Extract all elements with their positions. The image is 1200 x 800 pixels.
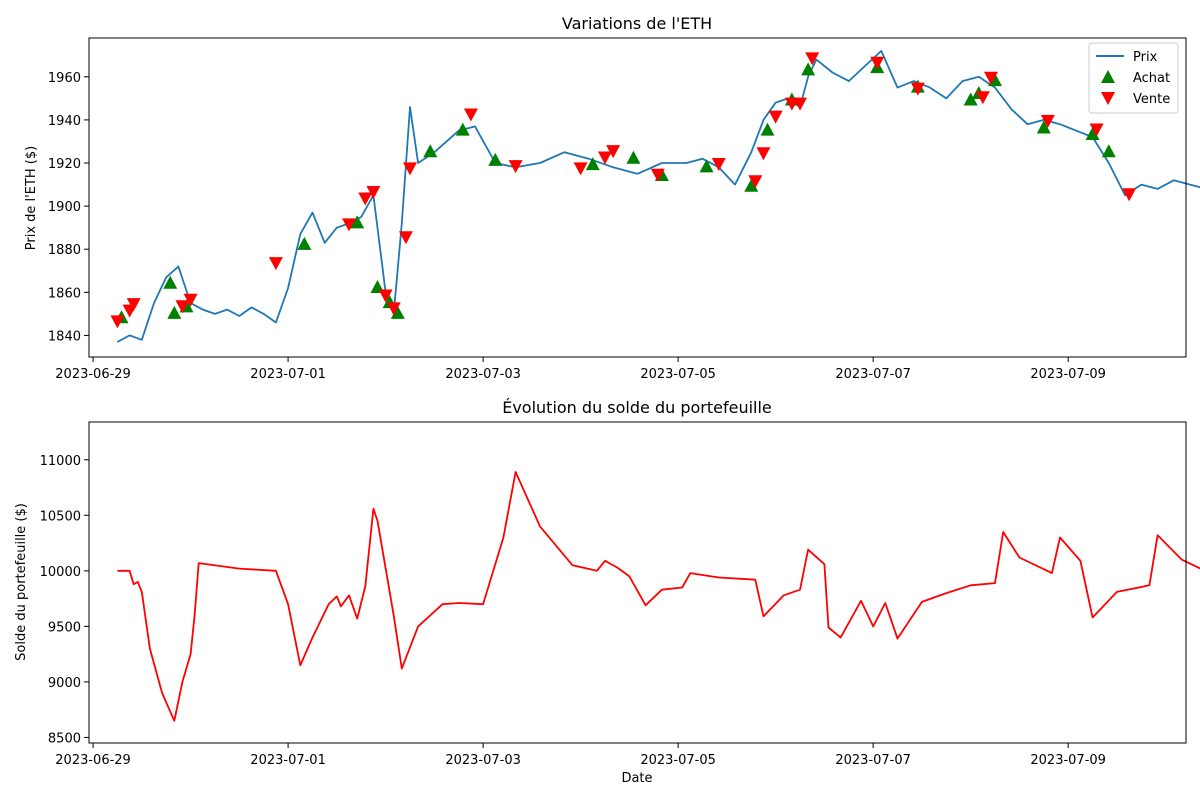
sell-marker	[1089, 123, 1104, 137]
buy-marker	[744, 178, 759, 192]
buy-marker	[1101, 144, 1116, 158]
sell-marker	[597, 151, 612, 165]
price-x-tick-label: 2023-06-29	[55, 367, 131, 382]
sell-marker	[711, 158, 726, 172]
sell-marker	[175, 300, 190, 314]
sell-marker	[386, 302, 401, 316]
balance-x-tick-label: 2023-06-29	[55, 753, 131, 768]
buy-marker	[350, 215, 365, 229]
sell-marker	[463, 108, 478, 122]
buy-marker	[488, 152, 503, 166]
buy-marker	[699, 159, 714, 173]
balance-y-tick-label: 9500	[48, 620, 81, 635]
sell-marker	[342, 218, 357, 232]
price-y-tick-label: 1860	[48, 286, 81, 301]
balance-x-tick-label: 2023-07-05	[640, 753, 716, 768]
price-x-tick-label: 2023-07-09	[1030, 367, 1106, 382]
legend-buy-label: Achat	[1133, 71, 1170, 86]
buy-marker	[1036, 120, 1051, 134]
buy-marker	[1085, 126, 1100, 140]
balance-x-axis-label: Date	[621, 771, 652, 786]
sell-marker	[748, 175, 763, 189]
sell-marker	[366, 186, 381, 200]
sell-marker	[793, 97, 808, 111]
sell-marker	[768, 110, 783, 124]
balance-x-tick-label: 2023-07-07	[835, 753, 911, 768]
balance-y-axis-label: Solde du portefeuille ($)	[14, 503, 29, 661]
buy-marker	[585, 157, 600, 171]
legend-sell-label: Vente	[1133, 92, 1170, 107]
balance-y-tick-label: 10500	[40, 509, 81, 524]
buy-marker	[801, 62, 816, 76]
buy-marker	[167, 305, 182, 319]
price-y-axis-label: Prix de l'ETH ($)	[24, 146, 39, 250]
price-chart-title: Variations de l'ETH	[562, 14, 712, 33]
sell-marker	[756, 147, 771, 161]
legend-buy-swatch	[1101, 70, 1115, 83]
buy-marker	[390, 305, 405, 319]
sell-marker	[378, 289, 393, 303]
sell-marker	[398, 231, 413, 245]
balance-plot-area	[117, 471, 1200, 722]
balance-y-tick-label: 11000	[40, 454, 81, 469]
buy-marker	[423, 144, 438, 158]
price-x-tick-label: 2023-07-01	[250, 367, 326, 382]
sell-marker	[606, 145, 621, 159]
buy-marker	[297, 236, 312, 250]
balance-y-ticks: 8500 9000 9500 10000 10500 11000	[40, 454, 89, 746]
price-y-tick-label: 1880	[48, 243, 81, 258]
sell-marker	[573, 162, 588, 176]
sell-marker	[1040, 114, 1055, 128]
sell-marker	[870, 56, 885, 70]
price-y-ticks: 1840 1860 1880 1900 1920 1940 1960	[48, 71, 89, 344]
price-chart: Variations de l'ETH Prix de l'ETH ($) 20…	[24, 14, 1200, 382]
sell-marker	[183, 293, 198, 307]
legend: Prix Achat Vente	[1088, 42, 1179, 114]
sell-marker	[983, 71, 998, 85]
sell-marker	[268, 257, 283, 271]
balance-series-line	[117, 471, 1200, 722]
price-plot-frame	[88, 37, 1187, 358]
price-x-tick-label: 2023-07-03	[445, 367, 521, 382]
price-y-tick-label: 1900	[48, 200, 81, 215]
sell-marker	[975, 91, 990, 105]
sell-marker	[805, 52, 820, 66]
balance-plot-frame	[88, 421, 1187, 744]
price-series-line	[116, 50, 1200, 343]
price-y-tick-label: 1920	[48, 157, 81, 172]
sell-marker	[650, 168, 665, 182]
balance-chart-title: Évolution du solde du portefeuille	[502, 398, 772, 417]
balance-x-tick-label: 2023-07-01	[250, 753, 326, 768]
price-x-tick-label: 2023-07-07	[835, 367, 911, 382]
sell-marker	[402, 162, 417, 176]
balance-x-tick-label: 2023-07-09	[1030, 753, 1106, 768]
price-y-tick-label: 1840	[48, 329, 81, 344]
price-plot-area	[110, 50, 1200, 343]
legend-sell-swatch	[1101, 92, 1115, 105]
buy-marker	[455, 122, 470, 136]
sell-marker	[508, 160, 523, 174]
balance-chart: Évolution du solde du portefeuille Solde…	[14, 398, 1200, 786]
price-x-tick-label: 2023-07-05	[640, 367, 716, 382]
buy-marker	[626, 150, 641, 164]
sell-marker	[910, 82, 925, 96]
price-y-tick-label: 1960	[48, 71, 81, 86]
sell-marker	[126, 298, 141, 312]
sell-marker	[358, 192, 373, 206]
buy-marker	[760, 122, 775, 136]
buy-marker	[963, 92, 978, 106]
price-x-ticks: 2023-06-29 2023-07-01 2023-07-03 2023-07-05…	[55, 357, 1106, 382]
sell-marker	[110, 315, 125, 329]
balance-x-ticks: 2023-06-29 2023-07-01 2023-07-03 2023-07-05…	[55, 743, 1106, 768]
balance-y-tick-label: 8500	[48, 731, 81, 746]
price-y-tick-label: 1940	[48, 114, 81, 129]
buy-marker	[163, 275, 178, 289]
legend-price-label: Prix	[1133, 50, 1158, 65]
balance-y-tick-label: 9000	[48, 676, 81, 691]
sell-marker	[1122, 188, 1137, 202]
balance-x-tick-label: 2023-07-03	[445, 753, 521, 768]
balance-y-tick-label: 10000	[40, 565, 81, 580]
